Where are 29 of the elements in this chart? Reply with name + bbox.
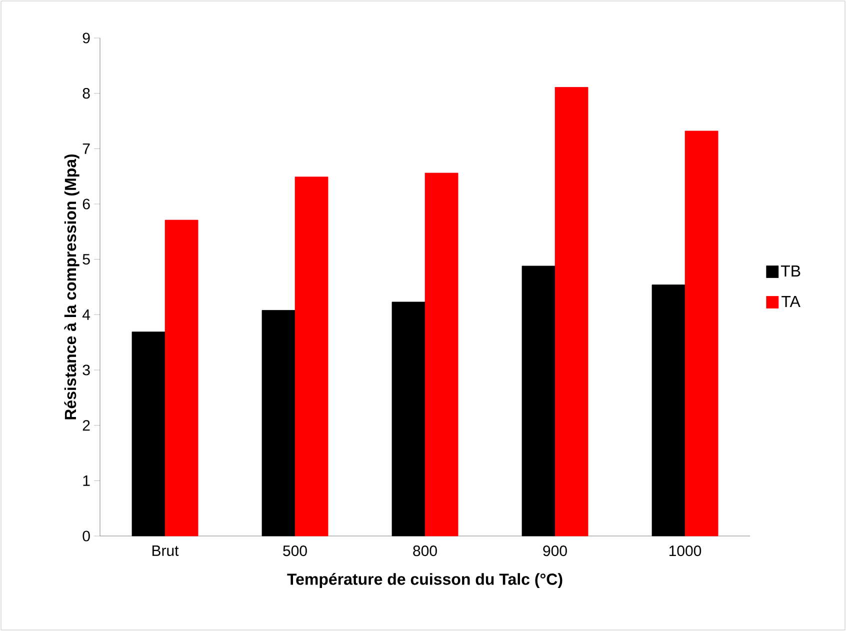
x-tick-label: Brut	[152, 546, 179, 556]
y-tick-label: 3	[82, 364, 90, 376]
x-tick-label: 500	[283, 546, 307, 556]
bar	[684, 130, 718, 536]
y-tick-label: 7	[82, 144, 90, 154]
y-tick-label: 8	[82, 88, 90, 99]
bar	[652, 284, 686, 536]
bar	[554, 87, 588, 536]
bar	[424, 172, 458, 536]
x-tick-label: 900	[543, 546, 567, 556]
bar	[164, 220, 198, 536]
y-tick-label: 1	[83, 476, 90, 486]
y-tick-label: 0	[82, 530, 90, 542]
bar	[392, 302, 426, 536]
bar	[522, 266, 556, 536]
legend-label: TA	[782, 296, 800, 307]
y-tick-label: 5	[82, 254, 90, 265]
y-tick-label: 6	[82, 198, 90, 210]
y-tick-label: 4	[82, 310, 90, 320]
y-tick-label: 2	[82, 420, 90, 431]
x-axis-title: Température de cuisson du Talc (°C)	[287, 572, 562, 588]
bar	[262, 310, 296, 536]
x-tick-label: 800	[413, 546, 437, 556]
bar	[294, 176, 328, 536]
bar	[132, 332, 166, 536]
y-axis-title: Résistance à la compression (Mpa)	[64, 154, 80, 420]
x-tick-label: 1000	[669, 546, 702, 556]
y-tick-label: 9	[82, 32, 90, 44]
legend-label: TB	[780, 265, 800, 277]
